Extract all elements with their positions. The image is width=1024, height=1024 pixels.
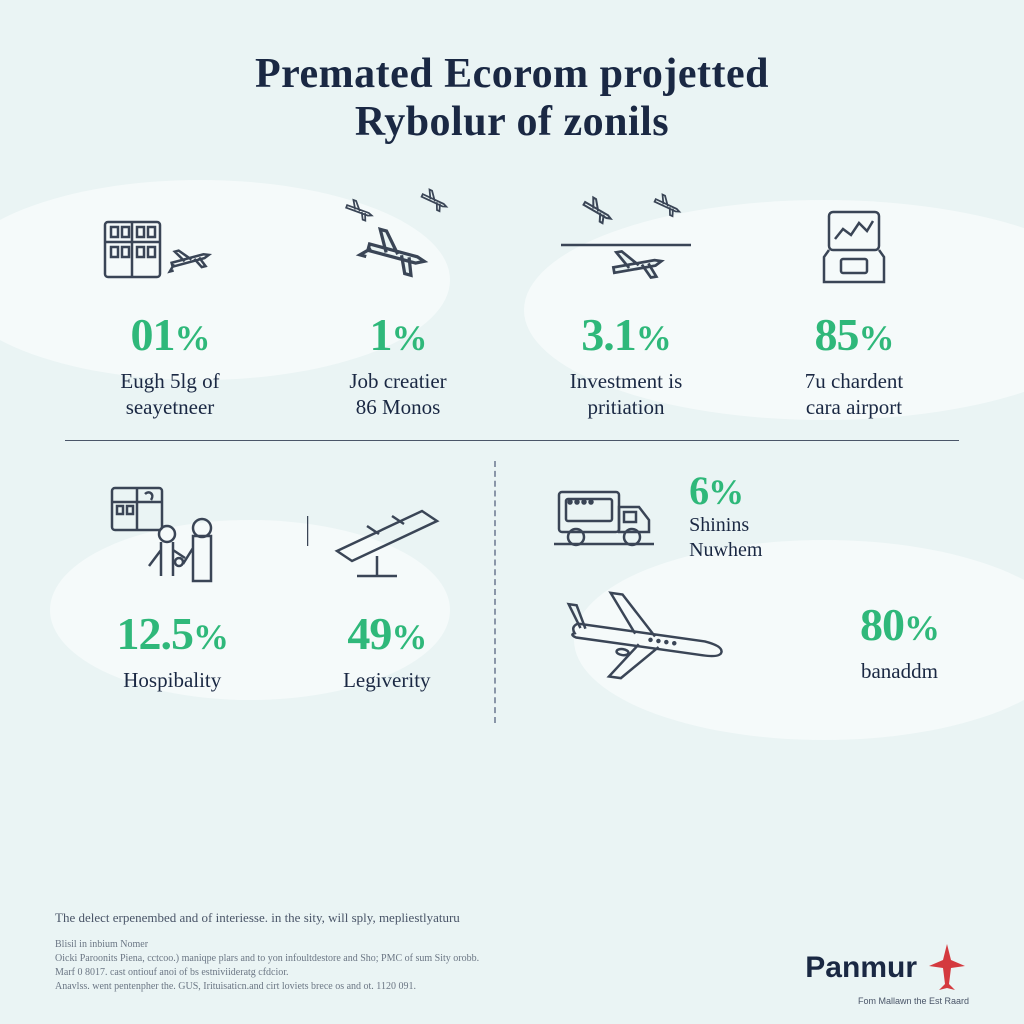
solar-panel-icon — [307, 471, 467, 601]
logo-tagline: Fom Mallawn the Est Raard — [858, 996, 969, 1006]
brand-logo: Panmur Fom Mallawn the Est Raard — [805, 942, 969, 994]
kiosk-chart-icon — [799, 187, 909, 297]
logo-text: Panmur — [805, 951, 917, 985]
planes-icon — [308, 187, 488, 297]
building-plane-icon — [95, 187, 245, 297]
stat-3-label: Investment ispritiation — [570, 368, 683, 421]
footnote-main: The delect erpenembed and of interiesse.… — [55, 910, 969, 926]
page-title: Premated Ecorom projetted Rybolur of zon… — [55, 50, 969, 147]
people-board-icon — [97, 471, 247, 601]
stat-hospitality-value: 12.5% — [117, 611, 229, 657]
stat-banaddm: 80% banaddm — [524, 583, 959, 703]
stat-3-value: 3.1% — [581, 312, 671, 358]
truck-icon — [544, 472, 664, 562]
title-line-1: Premated Ecorom projetted — [255, 51, 769, 97]
stats-row-2: 12.5% Hospibality 49% Legiverity — [55, 471, 969, 703]
stat-4: 85% 7u chardentcara airport — [749, 187, 959, 421]
divider-vertical — [494, 461, 496, 723]
stat-shinins: 6% ShininsNuwhem — [524, 471, 959, 563]
stat-2-label: Job creatier86 Monos — [349, 368, 446, 421]
stat-banaddm-value: 80% — [860, 602, 939, 648]
stat-legiverity-value: 49% — [347, 611, 426, 657]
airliner-icon — [544, 583, 744, 703]
stat-banaddm-label: banaddm — [860, 658, 939, 684]
stat-hospitality-label: Hospibality — [123, 667, 221, 693]
title-line-2: Rybolur of zonils — [355, 99, 669, 145]
stat-4-value: 85% — [815, 312, 894, 358]
footer: The delect erpenembed and of interiesse.… — [55, 910, 969, 994]
stat-1-label: Eugh 5lg ofseayetneer — [120, 368, 219, 421]
logo-plane-icon — [925, 942, 969, 994]
divider-horizontal — [65, 440, 959, 441]
stat-3: 3.1% Investment ispritiation — [521, 187, 731, 421]
stat-legiverity-label: Legiverity — [343, 667, 430, 693]
stat-1-value: 01% — [131, 312, 210, 358]
stats-row-1: 01% Eugh 5lg ofseayetneer — [55, 187, 969, 421]
stat-2-value: 1% — [370, 312, 427, 358]
stat-legiverity: 49% Legiverity — [287, 471, 487, 703]
stat-hospitality: 12.5% Hospibality — [72, 471, 272, 703]
stat-2: 1% Job creatier86 Monos — [293, 187, 503, 421]
stat-shinins-label: ShininsNuwhem — [689, 513, 762, 563]
stat-shinins-value: 6% — [689, 471, 762, 511]
stat-1: 01% Eugh 5lg ofseayetneer — [65, 187, 275, 421]
stat-4-label: 7u chardentcara airport — [805, 368, 904, 421]
planes-line-icon — [541, 187, 711, 297]
